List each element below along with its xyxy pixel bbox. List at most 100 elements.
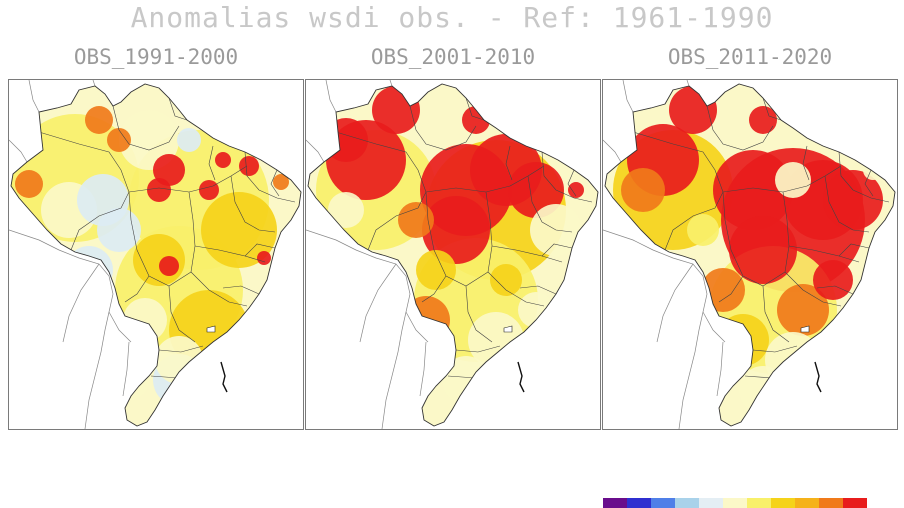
state-border: [505, 145, 513, 181]
anomaly-patch: [109, 360, 149, 400]
anomaly-field: [308, 84, 598, 426]
state-border: [425, 165, 545, 193]
state-border: [541, 151, 593, 203]
anomaly-patch: [402, 296, 450, 344]
anomaly-patch: [201, 192, 277, 268]
state-border: [788, 245, 860, 263]
anomaly-patch: [133, 234, 185, 286]
state-border: [632, 131, 724, 193]
neighbor-border: [28, 80, 40, 113]
anomaly-patch: [324, 118, 368, 162]
anomaly-patch: [765, 332, 821, 388]
anomaly-patch: [85, 106, 113, 134]
colorbar-swatch: [699, 498, 723, 508]
neighbor-border: [389, 80, 393, 87]
anomaly-patch: [729, 216, 797, 284]
state-border: [722, 165, 842, 193]
state-border: [168, 97, 188, 121]
anomaly-patch: [398, 202, 434, 238]
anomaly-patch: [15, 170, 43, 198]
river-mark: [814, 361, 822, 393]
anomaly-field: [605, 84, 895, 426]
anomaly-patch: [823, 170, 883, 230]
anomaly-patch: [273, 174, 289, 190]
state-border: [664, 191, 724, 251]
colorbar-swatch: [771, 498, 795, 508]
anomaly-patch: [65, 246, 113, 294]
state-border: [244, 151, 296, 203]
state-border: [70, 191, 130, 251]
neighbor-border: [603, 139, 622, 163]
state-border: [762, 285, 790, 343]
anomaly-patch: [147, 178, 171, 202]
neighbor-border: [622, 80, 634, 113]
federal-district: [503, 325, 513, 333]
brazil-outline: [10, 83, 302, 427]
state-border: [465, 97, 485, 121]
state-border: [124, 275, 150, 303]
state-border: [112, 105, 180, 151]
state-border: [718, 275, 744, 303]
neighbor-border: [419, 341, 427, 397]
anomaly-patch: [775, 162, 811, 198]
anomaly-patch: [97, 208, 141, 252]
panel-title: OBS_1991-2000: [73, 45, 239, 69]
anomaly-patch: [442, 356, 490, 404]
brazil-outline: [307, 83, 599, 427]
state-border: [168, 285, 196, 343]
anomaly-patch: [422, 196, 490, 264]
neighbor-border: [359, 263, 397, 343]
colorbar: [603, 498, 867, 508]
colorbar-swatch: [843, 498, 867, 508]
state-border: [519, 285, 557, 295]
anomaly-patch: [257, 251, 271, 265]
state-border: [421, 275, 447, 303]
colorbar-swatch: [627, 498, 651, 508]
colorbar-swatch: [795, 498, 819, 508]
anomaly-patch: [372, 86, 420, 134]
colorbar-swatch: [723, 498, 747, 508]
river-mark: [220, 361, 228, 393]
state-border: [188, 191, 196, 273]
map-panel-1991-2000: OBS_1991-2000: [8, 42, 304, 430]
anomaly-patch: [749, 106, 777, 134]
state-border: [230, 175, 276, 233]
anomaly-patch: [177, 128, 201, 152]
neighbor-border: [9, 229, 114, 429]
anomaly-patch: [813, 260, 853, 300]
brazil-anomaly-map: [9, 80, 302, 429]
anomaly-patch: [159, 256, 179, 276]
state-border: [541, 243, 573, 257]
anomaly-patch: [107, 128, 131, 152]
anomaly-patch: [239, 156, 259, 176]
state-border: [816, 285, 854, 295]
anomaly-patch: [215, 152, 231, 168]
state-border: [38, 131, 130, 193]
state-border: [367, 191, 427, 251]
map-frame: [305, 79, 601, 430]
panel-title: OBS_2001-2010: [370, 45, 536, 69]
state-border: [527, 175, 573, 233]
state-border: [802, 145, 810, 181]
neighbor-border: [62, 263, 100, 343]
anomaly-patch: [717, 314, 769, 366]
state-border: [567, 169, 577, 197]
state-border: [244, 243, 276, 257]
anomaly-patch: [123, 298, 167, 342]
state-border: [208, 145, 216, 181]
anomaly-patch: [687, 214, 719, 246]
neighbor-border: [122, 341, 130, 397]
neighbor-border: [306, 229, 411, 429]
colorbar-swatch: [819, 498, 843, 508]
anomaly-patch: [621, 168, 665, 212]
neighbor-border: [686, 80, 690, 87]
map-panel-2011-2020: OBS_2011-2020: [602, 42, 898, 430]
state-border: [455, 345, 501, 353]
state-border: [222, 285, 260, 295]
state-border: [335, 131, 427, 193]
river-mark: [517, 361, 525, 393]
figure-title: Anomalias wsdi obs. - Ref: 1961-1990: [130, 1, 774, 34]
anomaly-patch: [713, 150, 793, 230]
state-border: [752, 345, 798, 353]
colorbar-swatch: [747, 498, 771, 508]
